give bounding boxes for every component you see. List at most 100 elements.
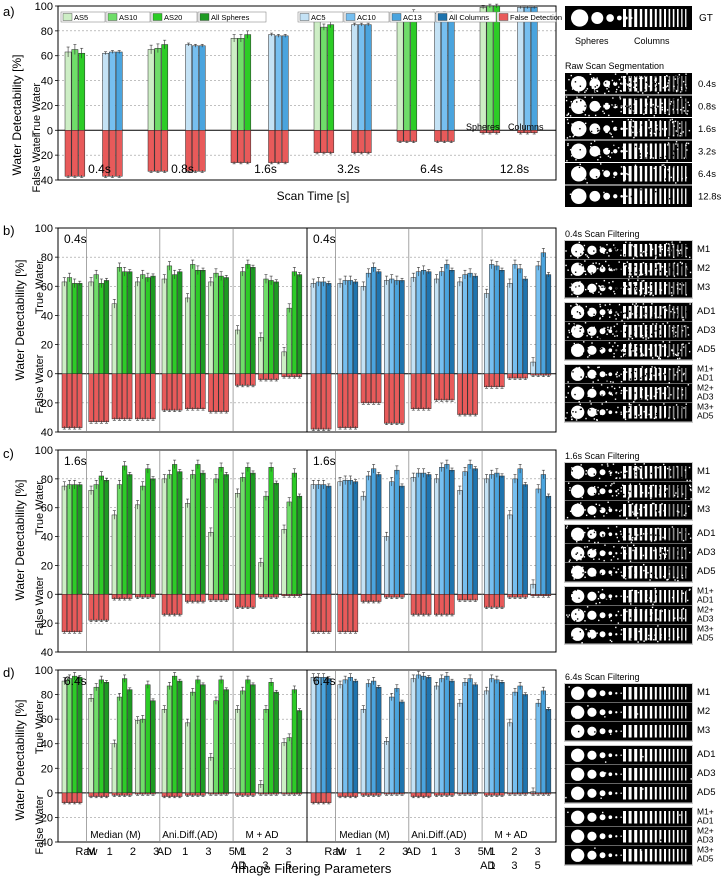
- noise-speck: [676, 132, 679, 135]
- bar-false: [93, 373, 99, 423]
- noise-speck: [672, 108, 674, 111]
- column-stripe: [623, 344, 626, 357]
- noise-speck: [594, 90, 597, 93]
- noise-speck: [576, 479, 578, 482]
- noise-speck: [601, 347, 603, 350]
- noise-speck: [605, 380, 607, 382]
- bar-as5: [61, 281, 67, 374]
- sphere-blob: [608, 772, 613, 777]
- bar-ac13: [444, 464, 450, 595]
- noise-speck: [595, 630, 597, 633]
- bar-col: [326, 283, 332, 374]
- column-stripe: [672, 166, 675, 182]
- noise-speck: [641, 334, 644, 337]
- noise-speck: [599, 318, 601, 320]
- noise-speck: [685, 245, 687, 247]
- noise-speck: [590, 77, 593, 80]
- x-tick-label: Raw: [324, 846, 346, 858]
- noise-speck: [659, 357, 662, 360]
- noise-speck: [654, 110, 657, 112]
- x-tick-sublabel: 5: [286, 860, 292, 872]
- noise-speck: [667, 171, 669, 174]
- noise-speck: [632, 269, 634, 272]
- noise-speck: [683, 86, 686, 89]
- column-stripe: [654, 628, 657, 641]
- column-stripe: [654, 849, 657, 862]
- y-tick-label: 40: [41, 532, 53, 544]
- bar-false-columns: [441, 130, 448, 142]
- column-stripe: [681, 406, 683, 419]
- bar-as5: [184, 722, 191, 794]
- bar-as20: [195, 464, 201, 595]
- noise-speck: [582, 336, 584, 339]
- noise-speck: [659, 156, 662, 159]
- noise-speck: [669, 468, 672, 471]
- noise-speck: [577, 477, 580, 480]
- legend-swatch: [199, 13, 210, 21]
- y-axis-title-a: Water Detectability [%]: [10, 55, 24, 176]
- bar-as5: [134, 504, 141, 595]
- sphere-blob: [587, 850, 597, 860]
- noise-speck: [623, 262, 625, 265]
- noise-speck: [616, 293, 619, 295]
- noise-speck: [629, 245, 631, 248]
- bar-false: [66, 373, 73, 428]
- column-stripe: [664, 628, 666, 641]
- noise-speck: [643, 110, 645, 113]
- noise-speck: [656, 330, 658, 332]
- column-stripe: [672, 76, 675, 92]
- noise-speck: [617, 489, 619, 491]
- column-stripe: [685, 325, 687, 338]
- bar-ac10: [462, 471, 468, 595]
- noise-speck: [686, 466, 689, 468]
- noise-speck: [660, 80, 662, 82]
- sphere-blob: [571, 589, 585, 603]
- column-stripe: [644, 830, 648, 843]
- column-stripe: [659, 787, 662, 800]
- bar-as20: [72, 675, 78, 794]
- noise-speck: [679, 531, 681, 534]
- noise-speck: [644, 314, 646, 316]
- noise-speck: [604, 279, 607, 282]
- column-stripe: [681, 768, 683, 781]
- filter-label: AD1: [697, 528, 715, 539]
- noise-speck: [689, 537, 692, 539]
- category-label: 0.8s: [171, 162, 194, 176]
- noise-speck: [624, 482, 627, 485]
- column-stripe: [639, 849, 643, 862]
- noise-speck: [614, 73, 617, 75]
- bar-ac13: [517, 685, 523, 794]
- noise-speck: [568, 686, 570, 688]
- noise-speck: [590, 107, 592, 110]
- column-stripe: [664, 166, 666, 182]
- noise-speck: [620, 106, 622, 109]
- noise-speck: [578, 609, 580, 611]
- legend-item: [389, 11, 436, 23]
- column-stripe: [639, 628, 643, 641]
- bar-as5: [281, 529, 287, 595]
- noise-speck: [684, 83, 687, 86]
- noise-speck: [647, 492, 650, 494]
- column-stripe: [628, 830, 632, 843]
- noise-speck: [635, 290, 638, 292]
- noise-speck: [637, 534, 639, 536]
- noise-speck: [600, 312, 602, 314]
- noise-speck: [577, 154, 580, 157]
- noise-speck: [636, 131, 638, 134]
- noise-speck: [634, 377, 636, 380]
- bar-ac5: [483, 690, 490, 794]
- noise-speck: [613, 352, 615, 355]
- noise-speck: [676, 465, 678, 468]
- noise-speck: [644, 313, 647, 316]
- noise-speck: [650, 82, 652, 85]
- noise-speck: [609, 132, 611, 134]
- bar-false: [172, 594, 178, 615]
- noise-speck: [681, 493, 684, 495]
- noise-speck: [609, 419, 611, 421]
- noise-speck: [634, 304, 636, 307]
- column-stripe: [677, 263, 679, 276]
- noise-speck: [610, 267, 612, 269]
- noise-speck: [628, 285, 630, 288]
- sample-image-raw-2: [565, 118, 692, 140]
